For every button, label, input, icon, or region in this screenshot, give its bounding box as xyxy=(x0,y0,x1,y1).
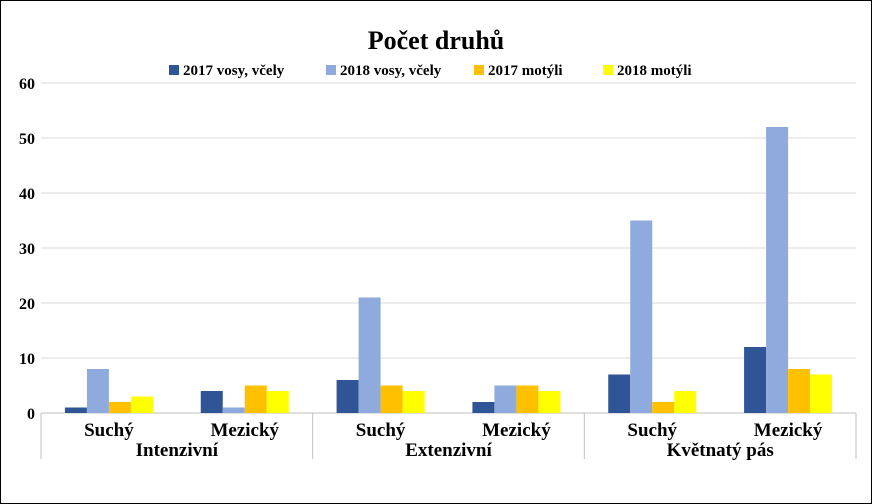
bar xyxy=(402,391,425,413)
legend-swatch xyxy=(474,65,484,75)
x-group-label: Extenzivní xyxy=(405,440,492,461)
bar xyxy=(788,369,811,413)
y-tick-label: 0 xyxy=(27,406,35,423)
x-category-label: Mezický xyxy=(754,420,823,441)
legend-label: 2018 vosy, včely xyxy=(340,63,442,79)
bar xyxy=(744,347,767,413)
y-tick-label: 60 xyxy=(19,76,35,93)
bar xyxy=(538,391,561,413)
bar xyxy=(200,391,223,413)
legend-label: 2017 motýli xyxy=(488,63,563,79)
bar xyxy=(86,369,109,413)
bar xyxy=(244,385,267,413)
y-tick-label: 20 xyxy=(19,296,35,313)
bar xyxy=(336,380,359,413)
x-category-label: Suchý xyxy=(84,420,134,441)
bar xyxy=(652,402,675,413)
bar xyxy=(766,127,789,413)
bar xyxy=(630,220,653,413)
bar xyxy=(222,407,245,413)
legend-swatch xyxy=(603,65,613,75)
legend: 2017 vosy, včely 2018 vosy, včely 2017 mot… xyxy=(169,63,692,79)
bar xyxy=(266,391,289,413)
bar xyxy=(494,385,517,413)
bar xyxy=(608,374,631,413)
bar xyxy=(516,385,539,413)
y-tick-label: 30 xyxy=(19,241,35,258)
y-tick-label: 50 xyxy=(19,131,35,148)
x-category-label: Suchý xyxy=(627,420,677,441)
legend-swatch xyxy=(169,65,179,75)
legend-label: 2018 motýli xyxy=(617,63,692,79)
bar xyxy=(810,374,833,413)
legend-label: 2017 vosy, včely xyxy=(183,63,285,79)
bar xyxy=(130,396,153,413)
y-axis-ticks: 0 10 20 30 40 50 60 xyxy=(19,76,35,423)
bar xyxy=(380,385,403,413)
bar xyxy=(358,297,381,413)
bars xyxy=(64,127,833,413)
bar xyxy=(472,402,495,413)
x-axis: Suchý Mezický Suchý Mezický Suchý MezickýInte… xyxy=(40,413,857,461)
bar xyxy=(64,407,87,413)
x-category-label: Mezický xyxy=(482,420,551,441)
chart-title: Počet druhů xyxy=(368,26,505,55)
x-group-label: Květnatý pás xyxy=(667,440,774,461)
y-tick-label: 10 xyxy=(19,351,35,368)
x-category-label: Mezický xyxy=(210,420,279,441)
x-category-label: Suchý xyxy=(356,420,406,441)
x-group-label: Intenzivní xyxy=(136,440,219,461)
bar xyxy=(108,402,131,413)
gridlines xyxy=(41,82,856,414)
bar xyxy=(674,391,697,413)
legend-swatch xyxy=(326,65,336,75)
y-tick-label: 40 xyxy=(19,186,35,203)
